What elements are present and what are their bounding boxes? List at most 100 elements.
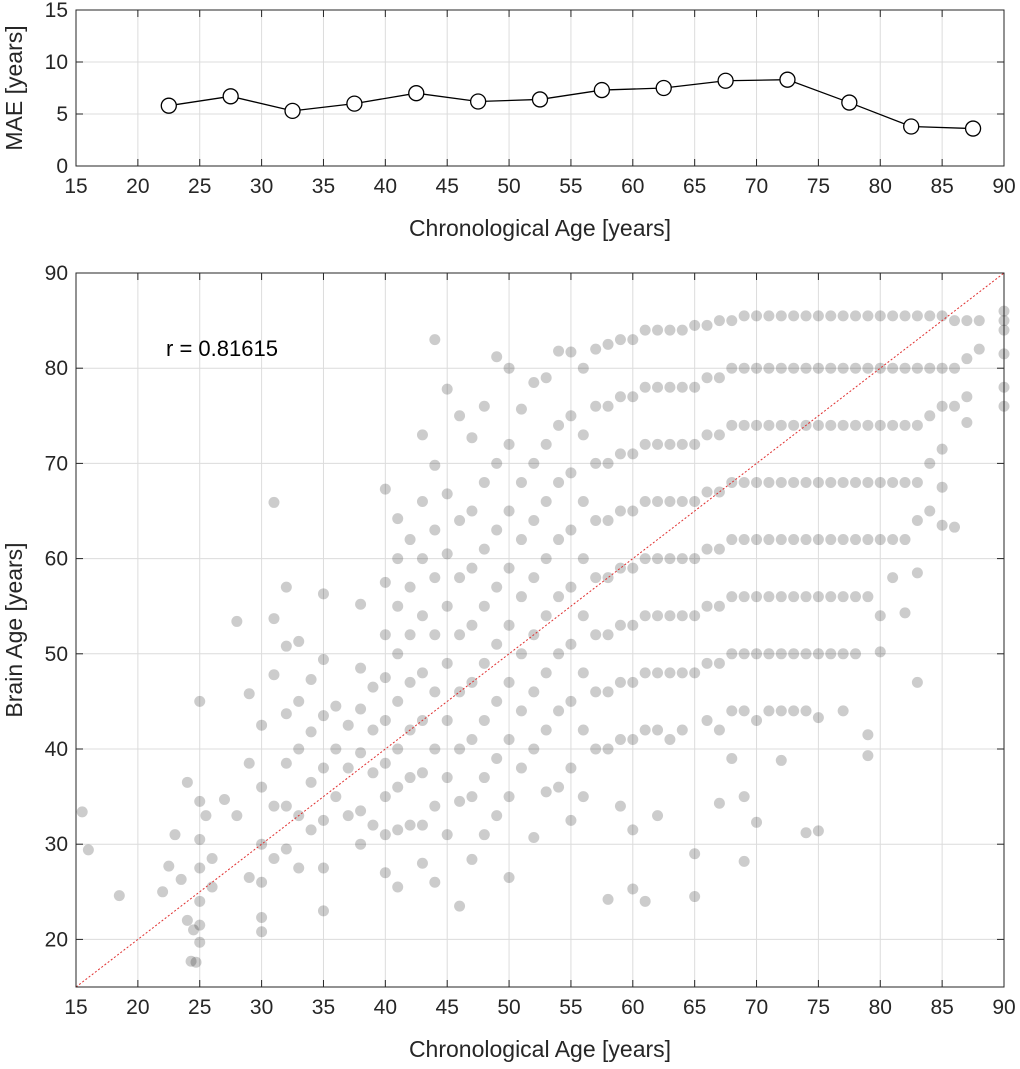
brain-age-point — [763, 705, 775, 717]
x-tick-label: 20 — [126, 175, 149, 198]
brain-age-point — [466, 562, 478, 574]
brain-age-point — [961, 353, 973, 365]
brain-age-point — [466, 791, 478, 803]
brain-age-point — [416, 819, 428, 831]
brain-age-point — [689, 381, 701, 393]
x-tick-label: 60 — [621, 996, 644, 1019]
brain-age-point — [416, 610, 428, 622]
brain-age-point — [577, 791, 589, 803]
brain-age-point — [726, 315, 738, 327]
brain-age-point — [528, 743, 540, 755]
brain-age-point — [491, 753, 503, 765]
brain-age-point — [911, 310, 923, 322]
brain-age-point — [206, 881, 218, 893]
brain-age-point — [726, 419, 738, 431]
brain-age-point — [788, 476, 800, 488]
brain-age-point — [775, 591, 787, 603]
brain-age-point — [664, 733, 676, 745]
brain-age-point — [627, 448, 639, 460]
brain-age-point — [627, 562, 639, 574]
brain-age-point — [256, 912, 268, 924]
mae-y-tick-labels: 0 5 10 15 — [45, 0, 68, 178]
brain-age-point — [577, 610, 589, 622]
y-tick-label: 50 — [45, 643, 68, 666]
brain-age-point — [825, 362, 837, 374]
brain-age-point — [850, 419, 862, 431]
brain-age-point — [713, 315, 725, 327]
brain-age-point — [429, 686, 441, 698]
mae-point — [160, 97, 177, 114]
brain-age-point — [652, 553, 664, 565]
brain-age-point — [812, 362, 824, 374]
brain-age-point — [293, 743, 305, 755]
brain-age-point — [590, 457, 602, 469]
brain-age-point — [491, 351, 503, 363]
brain-age-point — [540, 495, 552, 507]
brain-age-point — [181, 914, 193, 926]
x-tick-label: 80 — [869, 175, 892, 198]
brain-age-point — [887, 310, 899, 322]
brain-age-point — [924, 505, 936, 517]
brain-age-point — [553, 534, 565, 546]
brain-age-point — [652, 667, 664, 679]
x-tick-label: 35 — [312, 175, 335, 198]
brain-age-point — [751, 534, 763, 546]
mae-point — [408, 85, 425, 102]
brain-age-point — [713, 486, 725, 498]
brain-age-point — [540, 610, 552, 622]
brain-age-point — [194, 695, 206, 707]
brain-age-point — [454, 410, 466, 422]
brain-age-point — [825, 310, 837, 322]
brain-age-point — [899, 419, 911, 431]
brain-age-y-axis-label: Brain Age [years] — [1, 542, 27, 717]
brain-age-point — [268, 496, 280, 508]
brain-age-point — [82, 844, 94, 856]
brain-age-point — [540, 667, 552, 679]
mae-point — [655, 79, 672, 97]
brain-age-point — [194, 862, 206, 874]
brain-age-point — [330, 743, 342, 755]
brain-age-point — [775, 310, 787, 322]
brain-age-point — [701, 657, 713, 669]
brain-age-point — [590, 629, 602, 641]
brain-age-point — [305, 726, 317, 738]
brain-age-point — [565, 410, 577, 422]
brain-age-point — [577, 553, 589, 565]
brain-age-point — [185, 955, 197, 967]
brain-age-point — [404, 534, 416, 546]
brain-age-point — [181, 776, 193, 788]
brain-age-point — [788, 362, 800, 374]
brain-age-point — [899, 476, 911, 488]
brain-age-point — [392, 695, 404, 707]
brain-age-point — [936, 519, 948, 531]
y-tick-label: 60 — [45, 548, 68, 571]
brain-age-point — [639, 495, 651, 507]
brain-age-point — [441, 383, 453, 395]
brain-age-point — [200, 810, 212, 822]
brain-age-point — [837, 591, 849, 603]
x-tick-label: 35 — [312, 996, 335, 1019]
brain-age-point — [924, 362, 936, 374]
brain-age-point — [726, 476, 738, 488]
y-tick-label: 80 — [45, 357, 68, 380]
brain-age-point — [751, 476, 763, 488]
brain-age-point — [652, 438, 664, 450]
brain-age-point — [342, 719, 354, 731]
mae-point — [841, 94, 858, 111]
brain-age-point — [293, 635, 305, 647]
y-tick-label: 90 — [45, 262, 68, 285]
x-tick-label: 50 — [497, 996, 520, 1019]
brain-age-point — [515, 476, 527, 488]
brain-age-point — [577, 724, 589, 736]
brain-age-point — [973, 343, 985, 355]
brain-age-point — [355, 598, 367, 610]
brain-age-point — [565, 638, 577, 650]
brain-age-point — [949, 315, 961, 327]
brain-age-point — [404, 629, 416, 641]
brain-age-point — [961, 416, 973, 428]
brain-age-point — [188, 924, 200, 936]
brain-age-point — [676, 324, 688, 336]
x-tick-label: 75 — [807, 175, 830, 198]
brain-age-point — [788, 591, 800, 603]
